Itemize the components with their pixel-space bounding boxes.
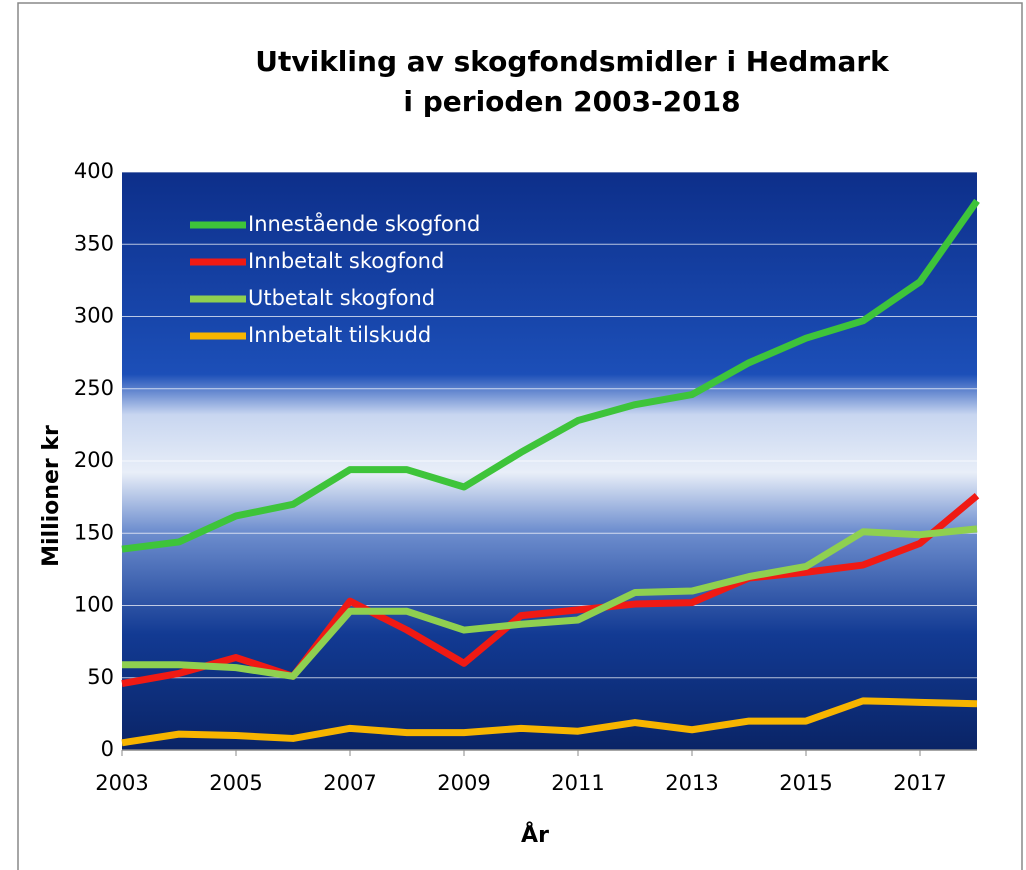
x-tick-label: 2015 [779, 771, 832, 795]
legend-label: Innestående skogfond [248, 211, 480, 236]
chart: Utvikling av skogfondsmidler i Hedmark i… [0, 0, 1026, 870]
legend-label: Innbetalt tilskudd [248, 323, 431, 347]
x-axis-label: År [521, 822, 549, 848]
y-tick-label: 50 [87, 665, 114, 689]
legend-label: Utbetalt skogfond [248, 286, 435, 310]
x-tick-label: 2005 [209, 771, 262, 795]
y-tick-label: 350 [74, 231, 114, 255]
y-axis-label: Millioner kr [39, 425, 64, 567]
x-tick-label: 2003 [95, 771, 148, 795]
y-tick-label: 150 [74, 520, 114, 544]
y-tick-label: 250 [74, 376, 114, 400]
y-tick-label: 400 [74, 159, 114, 183]
y-tick-label: 100 [74, 593, 114, 617]
x-tick-label: 2017 [893, 771, 946, 795]
y-tick-label: 200 [74, 448, 114, 472]
x-tick-label: 2013 [665, 771, 718, 795]
x-tick-label: 2009 [437, 771, 490, 795]
chart-title: Utvikling av skogfondsmidler i Hedmark [255, 45, 890, 78]
y-tick-label: 300 [74, 304, 114, 328]
page: Utvikling av skogfondsmidler i Hedmark i… [0, 0, 1026, 870]
x-tick-label: 2007 [323, 771, 376, 795]
legend-label: Innbetalt skogfond [248, 249, 444, 273]
chart-title: i perioden 2003-2018 [403, 85, 740, 118]
x-tick-label: 2011 [551, 771, 604, 795]
y-tick-label: 0 [101, 737, 114, 761]
